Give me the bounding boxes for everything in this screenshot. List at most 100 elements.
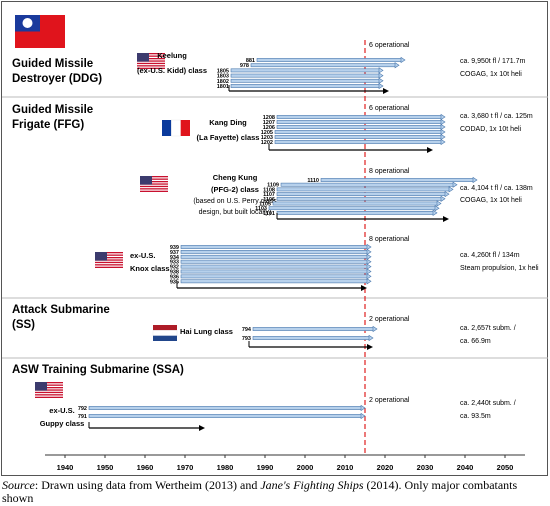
caption-text: (2014). Only major combatants shown bbox=[2, 478, 518, 505]
bar-arrowhead bbox=[360, 404, 366, 412]
service-bar bbox=[320, 178, 475, 182]
class-name: (based on U.S. Perry class bbox=[193, 198, 277, 205]
flag-france bbox=[162, 119, 190, 137]
ship-label: 933 bbox=[170, 260, 179, 266]
x-tick-label: 2020 bbox=[377, 463, 394, 472]
ship-label: 792 bbox=[78, 406, 87, 412]
spec-text: COGAG, 1x 10t heli bbox=[460, 197, 522, 204]
bar-arrowhead bbox=[434, 205, 440, 212]
service-bar bbox=[180, 279, 369, 284]
ship-label: 793 bbox=[242, 336, 251, 342]
bar-arrowhead bbox=[378, 72, 384, 79]
group-title: Frigate (FFG) bbox=[12, 119, 84, 131]
ship-label: 1101 bbox=[263, 211, 275, 217]
class-name: Kang Ding bbox=[209, 118, 247, 127]
service-bar bbox=[276, 211, 435, 215]
spec-text: CODAD, 1x 10t heli bbox=[460, 126, 522, 133]
ship-label: 1105 bbox=[259, 202, 271, 208]
spec-text: ca. 2,440t subm. / bbox=[460, 400, 516, 407]
ship-label: 939 bbox=[170, 245, 179, 251]
group-title: Destroyer (DDG) bbox=[12, 73, 102, 85]
ship-label: 1110 bbox=[307, 178, 319, 184]
ship-label: 1107 bbox=[263, 192, 275, 198]
service-bar bbox=[180, 254, 369, 259]
class-name: Keelung bbox=[157, 51, 187, 60]
flag-us bbox=[140, 176, 168, 192]
bar-arrowhead bbox=[448, 186, 454, 193]
bar-arrowhead bbox=[432, 209, 438, 217]
group-title: (SS) bbox=[12, 319, 35, 331]
x-tick-label: 2050 bbox=[497, 463, 514, 472]
chart: 1940 1950 1960 1970 1980 1990 2000 2010 2020 2030… bbox=[1, 1, 548, 476]
class-name: (La Fayette) class bbox=[197, 133, 260, 142]
service-bar bbox=[88, 414, 363, 418]
service-bar bbox=[274, 135, 443, 139]
operational-label: 8 operational bbox=[369, 236, 410, 243]
bar-arrowhead bbox=[366, 248, 372, 256]
bar-arrowhead bbox=[440, 195, 446, 202]
service-bar bbox=[274, 140, 443, 144]
service-bar bbox=[268, 206, 437, 211]
service-bar bbox=[180, 269, 369, 274]
service-bar bbox=[256, 58, 403, 62]
service-bar bbox=[180, 245, 369, 249]
ship-label: 1801 bbox=[217, 84, 229, 90]
service-bar bbox=[230, 78, 381, 83]
x-tick-label: 1950 bbox=[97, 463, 114, 472]
span-arrowhead bbox=[367, 344, 373, 350]
x-tick-label: 1970 bbox=[177, 463, 194, 472]
ship-label: 881 bbox=[246, 58, 255, 64]
class-name: Hai Lung class bbox=[180, 327, 233, 336]
operational-label: 8 operational bbox=[369, 168, 410, 175]
bar-arrowhead bbox=[366, 278, 372, 285]
class-name: design, but built locally) bbox=[199, 209, 272, 216]
x-tick-label: 2000 bbox=[297, 463, 314, 472]
bar-arrowhead bbox=[440, 113, 446, 121]
ship-label: 1202 bbox=[261, 140, 273, 146]
service-bar bbox=[252, 336, 371, 340]
service-bar bbox=[180, 259, 369, 264]
spec-text: COGAG, 1x 10t heli bbox=[460, 71, 522, 78]
bar-arrowhead bbox=[440, 128, 446, 136]
ship-label: 978 bbox=[240, 63, 249, 69]
spec-text: ca. 4,260t fl / 134m bbox=[460, 252, 520, 259]
ship-label: 938 bbox=[170, 270, 179, 276]
bar-arrowhead bbox=[436, 200, 442, 207]
spec-text: ca. 3,680 t fl / ca. 125m bbox=[460, 113, 533, 120]
ship-label: 932 bbox=[170, 265, 179, 271]
bar-arrowhead bbox=[360, 412, 366, 420]
spec-text: ca. 93.5m bbox=[460, 413, 491, 420]
x-tick-label: 1990 bbox=[257, 463, 274, 472]
flag-netherlands bbox=[152, 325, 178, 341]
bar-arrowhead bbox=[440, 133, 446, 141]
bar-arrowhead bbox=[440, 118, 446, 126]
ship-label: 934 bbox=[170, 255, 180, 261]
span-arrowhead bbox=[361, 285, 367, 291]
service-bar bbox=[276, 192, 447, 197]
ship-label: 1207 bbox=[263, 120, 275, 126]
caption: Source: Drawn using data from Wertheim (… bbox=[2, 479, 548, 505]
x-tick-label: 1960 bbox=[137, 463, 154, 472]
service-bar bbox=[276, 196, 443, 201]
operational-label: 6 operational bbox=[369, 105, 410, 112]
group-title: Guided Missile bbox=[12, 58, 93, 70]
ship-label: 1203 bbox=[261, 135, 273, 141]
class-name: Guppy class bbox=[40, 419, 85, 428]
span-arrowhead bbox=[427, 147, 433, 153]
caption-italic: Jane's Fighting Ships bbox=[260, 478, 364, 492]
service-bar bbox=[180, 274, 369, 279]
ship-label: 1208 bbox=[263, 115, 275, 121]
bar-arrowhead bbox=[372, 325, 378, 333]
service-bar bbox=[276, 115, 443, 119]
bar-arrowhead bbox=[444, 190, 450, 198]
ship-label: 1108 bbox=[263, 187, 275, 193]
service-bar bbox=[276, 120, 443, 124]
ship-label: 1106 bbox=[263, 197, 275, 203]
spec-text: Steam propulsion, 1x heli bbox=[460, 265, 539, 272]
ship-label: 1803 bbox=[217, 74, 229, 80]
group-title: ASW Training Submarine (SSA) bbox=[12, 364, 184, 376]
spec-text: ca. 4,104 t fl / ca. 138m bbox=[460, 185, 533, 192]
bar-arrowhead bbox=[366, 273, 372, 280]
x-tick-label: 2010 bbox=[337, 463, 354, 472]
